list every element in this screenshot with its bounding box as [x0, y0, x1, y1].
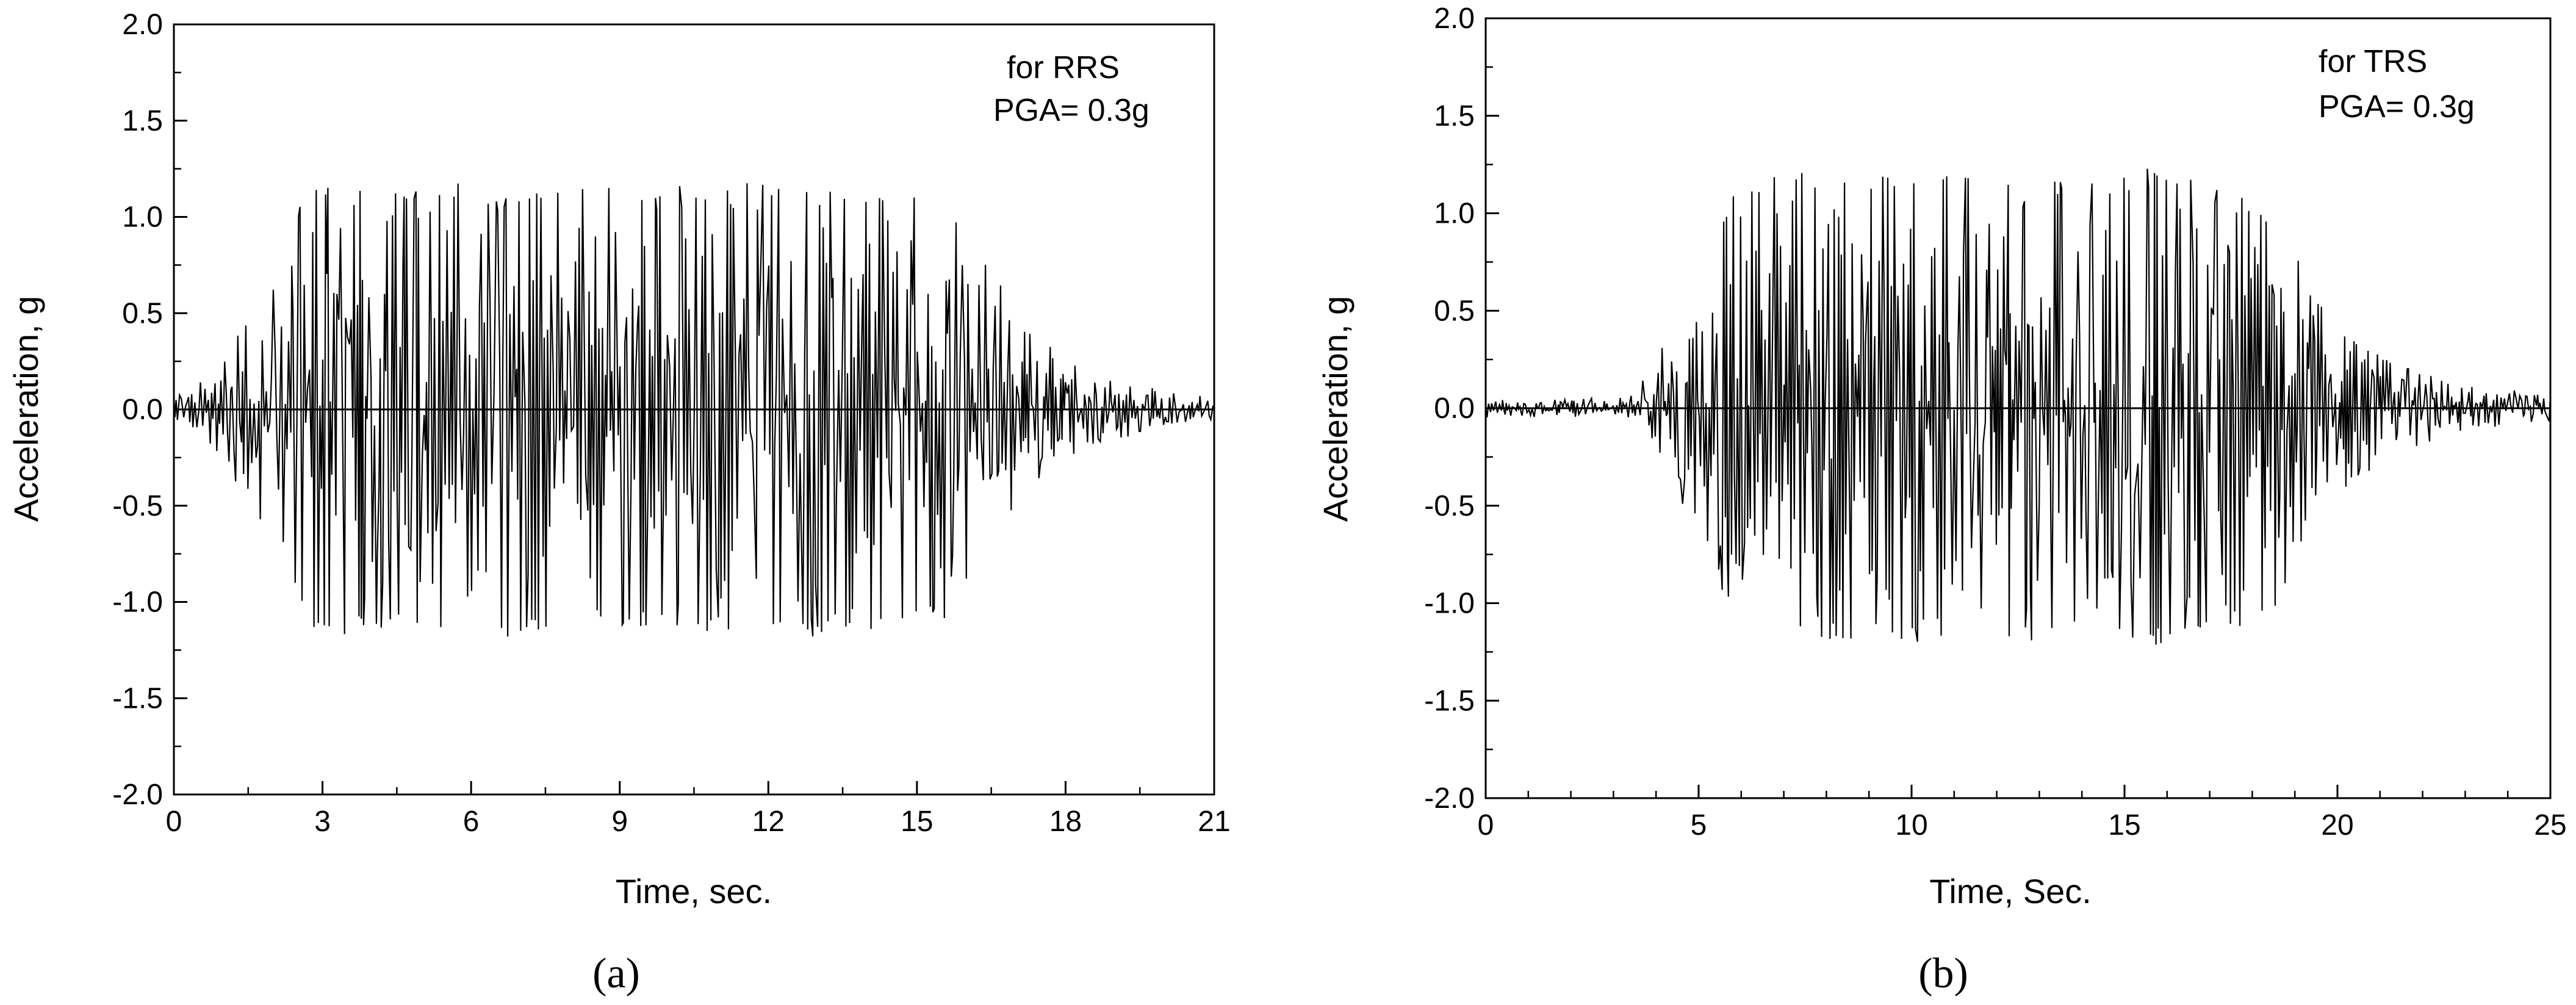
y-tick-label: 1.0: [122, 201, 163, 234]
x-tick-label: 15: [901, 805, 933, 838]
y-tick-label: 0.5: [122, 297, 163, 330]
chart-panel-a: 0 3 6 9 12 15 18 21 -2.0 -1.5 -1.0 -0.5 0.0 0.5 1.0 1.5…: [7, 9, 1231, 997]
series-line: [173, 183, 1214, 637]
y-tick-label: 0.0: [122, 394, 163, 426]
y-tick-label: -1.0: [112, 586, 163, 619]
y-tick-label: 2.0: [122, 9, 163, 41]
x-tick-label: 15: [2108, 809, 2140, 841]
x-tick-label: 3: [314, 805, 331, 838]
annotation-line2-a: PGA= 0.3g: [993, 93, 1149, 128]
y-tick-label: -1.5: [1424, 685, 1475, 717]
axis-ticks-b: 0 5 10 15 20 25 -2.0 -1.5 -1.0 -0.5 0.0 0.5 1.0 1.5 2.…: [1424, 2, 2566, 841]
x-tick-label: 25: [2534, 809, 2566, 841]
x-tick-label: 21: [1198, 805, 1230, 838]
y-tick-label: -1.5: [112, 682, 163, 715]
x-tick-label: 18: [1049, 805, 1082, 838]
y-tick-label: -1.0: [1424, 588, 1475, 620]
y-axis-label-b: Acceleration, g: [1316, 296, 1355, 522]
x-tick-label: 6: [463, 805, 480, 838]
y-tick-label: 1.5: [1434, 100, 1475, 132]
series-line: [1484, 168, 2551, 645]
x-tick-label: 20: [2321, 809, 2353, 841]
y-tick-label: -2.0: [1424, 782, 1475, 815]
x-tick-label: 10: [1895, 809, 1927, 841]
y-tick-label: 1.5: [122, 105, 163, 137]
acceleration-trace-b: [1484, 168, 2551, 645]
y-tick-label: 2.0: [1434, 2, 1475, 35]
x-axis-label-a: Time, sec.: [616, 872, 772, 910]
chart-panel-b: 0 5 10 15 20 25 -2.0 -1.5 -1.0 -0.5 0.0 0.5 1.0 1.5 2.…: [1316, 2, 2567, 997]
y-tick-label: 0.0: [1434, 392, 1475, 425]
acceleration-trace-a: [173, 183, 1214, 637]
x-tick-label: 9: [611, 805, 628, 838]
x-axis-label-b: Time, Sec.: [1929, 872, 2092, 910]
panel-label-b: (b): [1918, 950, 1968, 997]
y-tick-label: -0.5: [1424, 490, 1475, 522]
y-axis-label-a: Acceleration, g: [7, 296, 45, 522]
x-tick-label: 0: [166, 805, 182, 838]
panel-label-a: (a): [592, 950, 640, 997]
annotation-line1-a: for RRS: [1007, 50, 1120, 85]
annotation-line1-b: for TRS: [2319, 44, 2427, 79]
axis-ticks-a: 0 3 6 9 12 15 18 21 -2.0 -1.5 -1.0 -0.5 0.0 0.5 1.0 1.5…: [112, 9, 1230, 838]
y-tick-label: -2.0: [112, 779, 163, 811]
y-tick-label: 1.0: [1434, 198, 1475, 230]
y-tick-label: 0.5: [1434, 295, 1475, 327]
annotation-line2-b: PGA= 0.3g: [2319, 89, 2475, 124]
x-tick-label: 5: [1691, 809, 1707, 841]
y-tick-label: -0.5: [112, 490, 163, 522]
x-tick-label: 12: [752, 805, 785, 838]
x-tick-label: 0: [1478, 809, 1494, 841]
